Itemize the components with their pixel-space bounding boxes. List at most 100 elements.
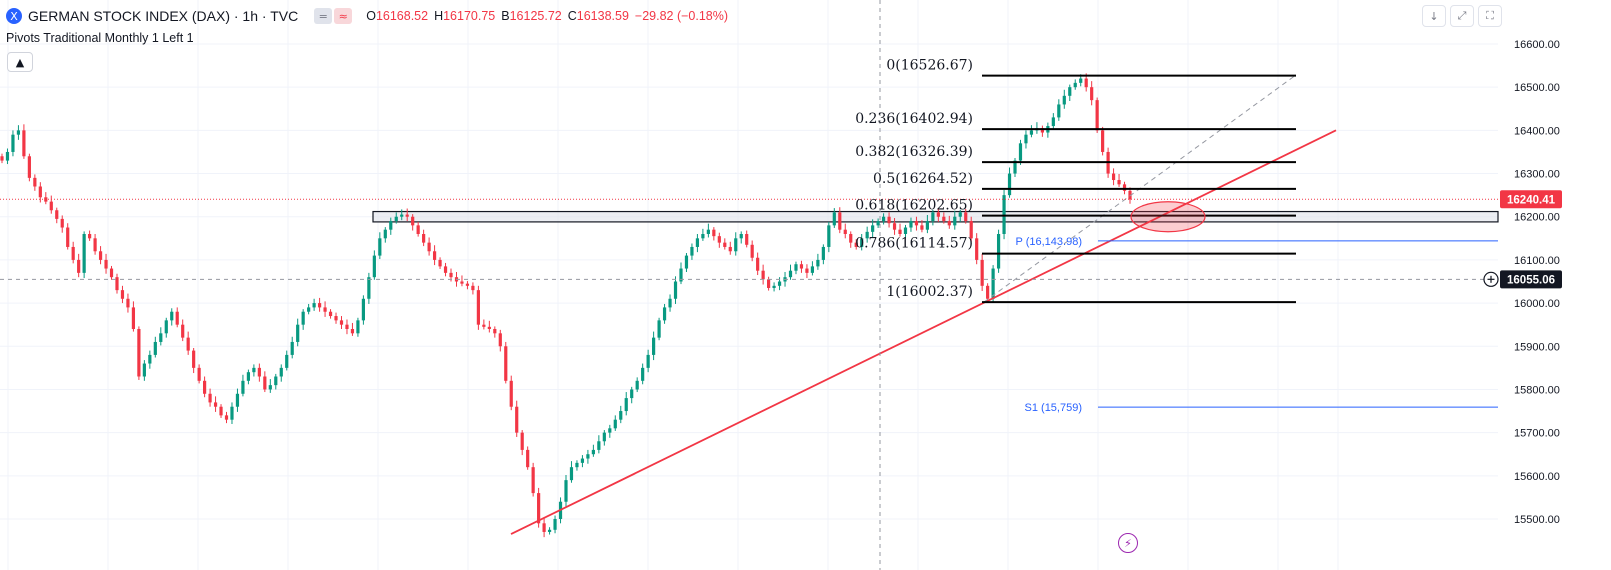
candle	[515, 406, 519, 433]
candle	[843, 229, 847, 234]
candle	[1051, 117, 1055, 127]
candles	[0, 73, 1132, 538]
candle	[739, 234, 743, 239]
low-label: B	[501, 9, 510, 23]
candle	[931, 212, 935, 222]
candle	[750, 244, 754, 258]
candle	[290, 341, 294, 355]
candle	[712, 229, 716, 237]
candle	[608, 428, 612, 433]
open-value: 16168.52	[375, 9, 429, 23]
candle	[252, 367, 256, 373]
candle	[498, 333, 502, 347]
candle	[1128, 190, 1132, 200]
expand-icon[interactable]: ⤢	[1450, 5, 1474, 27]
grid-lines	[0, 0, 1498, 570]
candle	[208, 393, 212, 403]
price-axis: 16600.00 16500.00 16400.00 16300.00 16200.00…	[1483, 39, 1562, 526]
candle	[684, 255, 689, 269]
y-tick-label: 16600.00	[1514, 39, 1560, 51]
candle	[635, 380, 639, 390]
candle	[487, 326, 491, 329]
candle	[241, 380, 245, 394]
candle	[569, 467, 574, 481]
candle	[405, 214, 409, 217]
candle	[230, 406, 234, 420]
candle	[301, 311, 305, 325]
chevron-up-icon[interactable]: ▲	[7, 52, 33, 72]
candle	[657, 320, 661, 338]
candle	[213, 402, 218, 407]
candle	[816, 259, 820, 267]
y-tick-label: 15500.00	[1514, 514, 1560, 526]
candle	[1122, 184, 1127, 191]
candle	[1073, 82, 1077, 88]
candle	[586, 454, 590, 459]
candle	[1111, 173, 1116, 181]
candle	[66, 227, 70, 247]
indicator-legend[interactable]: Pivots Traditional Monthly 1 Left 1	[6, 31, 194, 45]
candle	[772, 285, 776, 288]
candle	[104, 259, 108, 269]
candle	[274, 376, 278, 386]
y-tick-label: 16100.00	[1514, 255, 1560, 267]
y-tick-label: 15800.00	[1514, 384, 1560, 396]
candle	[493, 329, 497, 334]
lightning-icon[interactable]: ⚡	[1118, 533, 1138, 553]
equal-badge[interactable]: =	[314, 8, 333, 24]
candle	[88, 234, 92, 239]
candle	[131, 307, 136, 329]
symbol-icon[interactable]: X	[6, 8, 22, 24]
candle	[1040, 128, 1044, 133]
candle	[865, 231, 869, 239]
candle	[728, 246, 732, 252]
candle	[597, 441, 601, 450]
fib-level-label: 0(16526.67)	[886, 58, 973, 74]
candle	[137, 329, 141, 377]
candle	[476, 290, 480, 325]
candle	[668, 298, 672, 308]
y-tick-label: 16400.00	[1514, 125, 1560, 137]
candle	[1057, 104, 1061, 118]
candle	[296, 324, 300, 342]
symbol-title[interactable]: GERMAN STOCK INDEX (DAX) · 1h · TVC	[28, 8, 299, 24]
candle	[1018, 143, 1023, 161]
candle	[323, 307, 327, 312]
candle	[77, 259, 81, 273]
candle	[613, 419, 617, 429]
arrow-down-icon[interactable]: ↓	[1422, 5, 1446, 27]
candle	[975, 238, 979, 260]
candle	[153, 341, 157, 355]
candle	[821, 246, 825, 260]
candle	[378, 238, 382, 256]
candle	[22, 130, 26, 157]
candle	[60, 218, 64, 228]
candle	[350, 329, 355, 334]
candle	[580, 458, 585, 463]
candle	[673, 281, 678, 299]
candle	[471, 285, 475, 291]
approx-badge[interactable]: ≈	[334, 8, 353, 24]
change-value: −29.82 (−0.18%)	[634, 9, 729, 23]
candle	[980, 259, 984, 286]
candle	[936, 212, 940, 217]
candle	[646, 354, 650, 368]
candle	[871, 225, 875, 232]
candle	[98, 251, 103, 260]
candle	[767, 279, 771, 288]
candle	[246, 372, 251, 381]
candle	[958, 212, 962, 217]
support-zone-rect	[372, 210, 1499, 223]
fullscreen-icon[interactable]: ⛶	[1478, 5, 1502, 27]
candle	[914, 221, 919, 226]
candle	[11, 134, 15, 152]
candle	[805, 268, 809, 273]
candle	[235, 393, 240, 407]
candle	[383, 229, 387, 239]
candle	[312, 303, 316, 308]
candle	[706, 229, 710, 234]
candle	[827, 225, 831, 247]
header-badges: = ≈	[314, 8, 353, 24]
candle	[148, 354, 152, 364]
